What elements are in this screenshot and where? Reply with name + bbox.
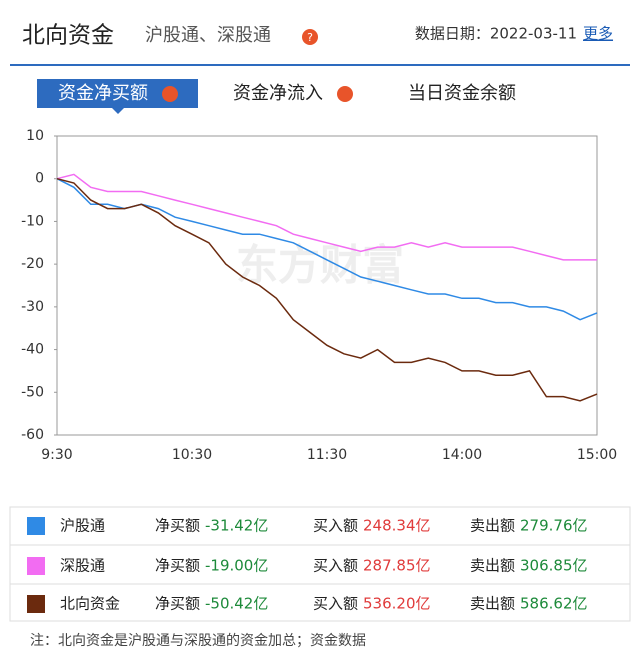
sell-value: 279.76亿 — [520, 517, 588, 535]
sell-label: 卖出额 — [470, 595, 515, 613]
y-tick-label: -50 — [21, 384, 44, 400]
tab-pointer — [112, 108, 124, 114]
legend-label: 深股通 — [60, 557, 105, 575]
y-tick-label: -30 — [21, 299, 44, 315]
x-tick-label: 9:30 — [41, 447, 72, 463]
title: 北向资金 — [22, 23, 114, 49]
sell-value: 306.85亿 — [520, 557, 588, 575]
plot-frame — [56, 135, 598, 436]
x-tick-label: 15:00 — [577, 447, 617, 463]
y-tick-label: -20 — [21, 256, 44, 272]
net-value: -31.42亿 — [205, 517, 268, 535]
subtitle: 沪股通、深股通 — [145, 25, 271, 46]
net-label: 净买额 — [155, 557, 200, 575]
net-value: -19.00亿 — [205, 557, 268, 575]
y-tick-label: 0 — [35, 171, 44, 187]
x-tick-label: 11:30 — [307, 447, 347, 463]
series-line — [56, 178, 598, 321]
y-tick-label: -10 — [21, 213, 44, 229]
buy-label: 买入额 — [313, 517, 358, 535]
buy-label: 买入额 — [313, 595, 358, 613]
buy-value: 248.34亿 — [363, 517, 431, 535]
buy-label: 买入额 — [313, 557, 358, 575]
legend-swatch — [27, 595, 45, 613]
buy-value: 287.85亿 — [363, 557, 431, 575]
y-tick-label: -40 — [21, 342, 44, 358]
legend-label: 沪股通 — [60, 517, 105, 535]
note: 注：北向资金是沪股通与深股通的资金加总；资金数据 — [30, 633, 366, 649]
net-label: 净买额 — [155, 595, 200, 613]
sell-value: 586.62亿 — [520, 595, 588, 613]
net-label: 净买额 — [155, 517, 200, 535]
date-label: 数据日期：2022-03-11 — [415, 25, 577, 43]
help-icon[interactable] — [162, 86, 178, 102]
legend-swatch — [27, 557, 45, 575]
help-icon[interactable] — [337, 86, 353, 102]
help-glyph: ? — [307, 31, 313, 44]
help-icon[interactable] — [302, 29, 318, 45]
legend-swatch — [27, 517, 45, 535]
x-tick-label: 14:00 — [442, 447, 482, 463]
y-tick-label: -60 — [21, 427, 44, 443]
summary-frame — [9, 506, 631, 622]
tab[interactable]: 当日资金余额 — [408, 83, 516, 104]
tab[interactable]: 资金净买额 — [58, 83, 148, 104]
y-tick-label: 10 — [26, 128, 44, 144]
legend-label: 北向资金 — [60, 595, 120, 613]
x-tick-label: 10:30 — [172, 447, 212, 463]
net-value: -50.42亿 — [205, 595, 268, 613]
buy-value: 536.20亿 — [363, 595, 431, 613]
sell-label: 卖出额 — [470, 557, 515, 575]
tab[interactable]: 资金净流入 — [233, 83, 323, 104]
sell-label: 卖出额 — [470, 517, 515, 535]
series-line — [56, 177, 598, 402]
series-line — [56, 173, 597, 261]
more-link[interactable]: 更多 — [583, 25, 613, 43]
